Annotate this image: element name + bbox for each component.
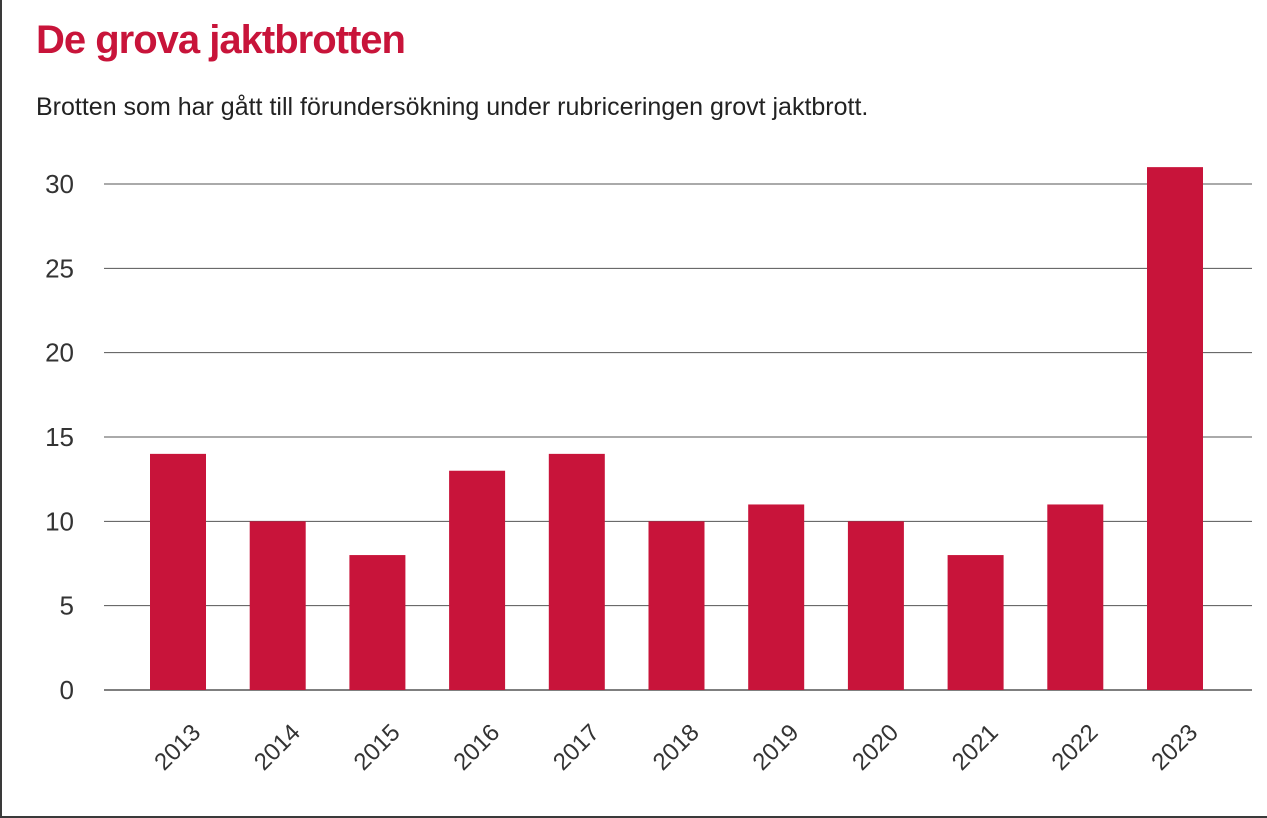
bar-2015 [349,555,406,690]
bar-2018 [648,521,705,690]
x-tick-label-2023: 2023 [1146,719,1203,776]
y-tick-label: 5 [60,591,74,621]
y-tick-label: 20 [45,338,74,368]
y-axis-ticks: 0 5 10 15 20 25 30 [45,169,74,705]
x-tick-label-2020: 2020 [847,719,904,776]
bar-2020 [847,521,904,690]
bar-2017 [548,453,605,690]
bar-2021 [947,555,1004,690]
x-tick-label-2014: 2014 [249,719,306,776]
bar-2013 [150,453,206,690]
y-tick-label: 15 [45,422,74,452]
x-tick-label-2016: 2016 [448,719,505,776]
x-tick-label-2015: 2015 [349,719,406,776]
x-tick-label-2013: 2013 [149,719,206,776]
bar-2022 [1047,504,1104,690]
x-tick-label-2017: 2017 [548,719,605,776]
bar-2014 [249,521,306,690]
bars [150,167,1203,691]
x-tick-label-2018: 2018 [648,719,705,776]
y-tick-label: 0 [60,675,74,705]
bar-2023 [1147,167,1203,691]
x-axis-ticks: 2013 2014 2015 2016 2017 2018 2019 2020 2021 2022… [149,719,1203,776]
chart-title: De grova jaktbrotten [36,18,406,62]
x-tick-label-2019: 2019 [747,719,804,776]
bar-2016 [449,470,506,690]
x-tick-label-2021: 2021 [947,719,1004,776]
y-tick-label: 25 [45,253,74,283]
bar-2019 [748,504,805,690]
x-tick-label-2022: 2022 [1047,719,1104,776]
y-tick-label: 10 [45,506,74,536]
chart-subtitle: Brotten som har gått till förundersöknin… [36,93,869,121]
y-tick-label: 30 [45,169,74,199]
